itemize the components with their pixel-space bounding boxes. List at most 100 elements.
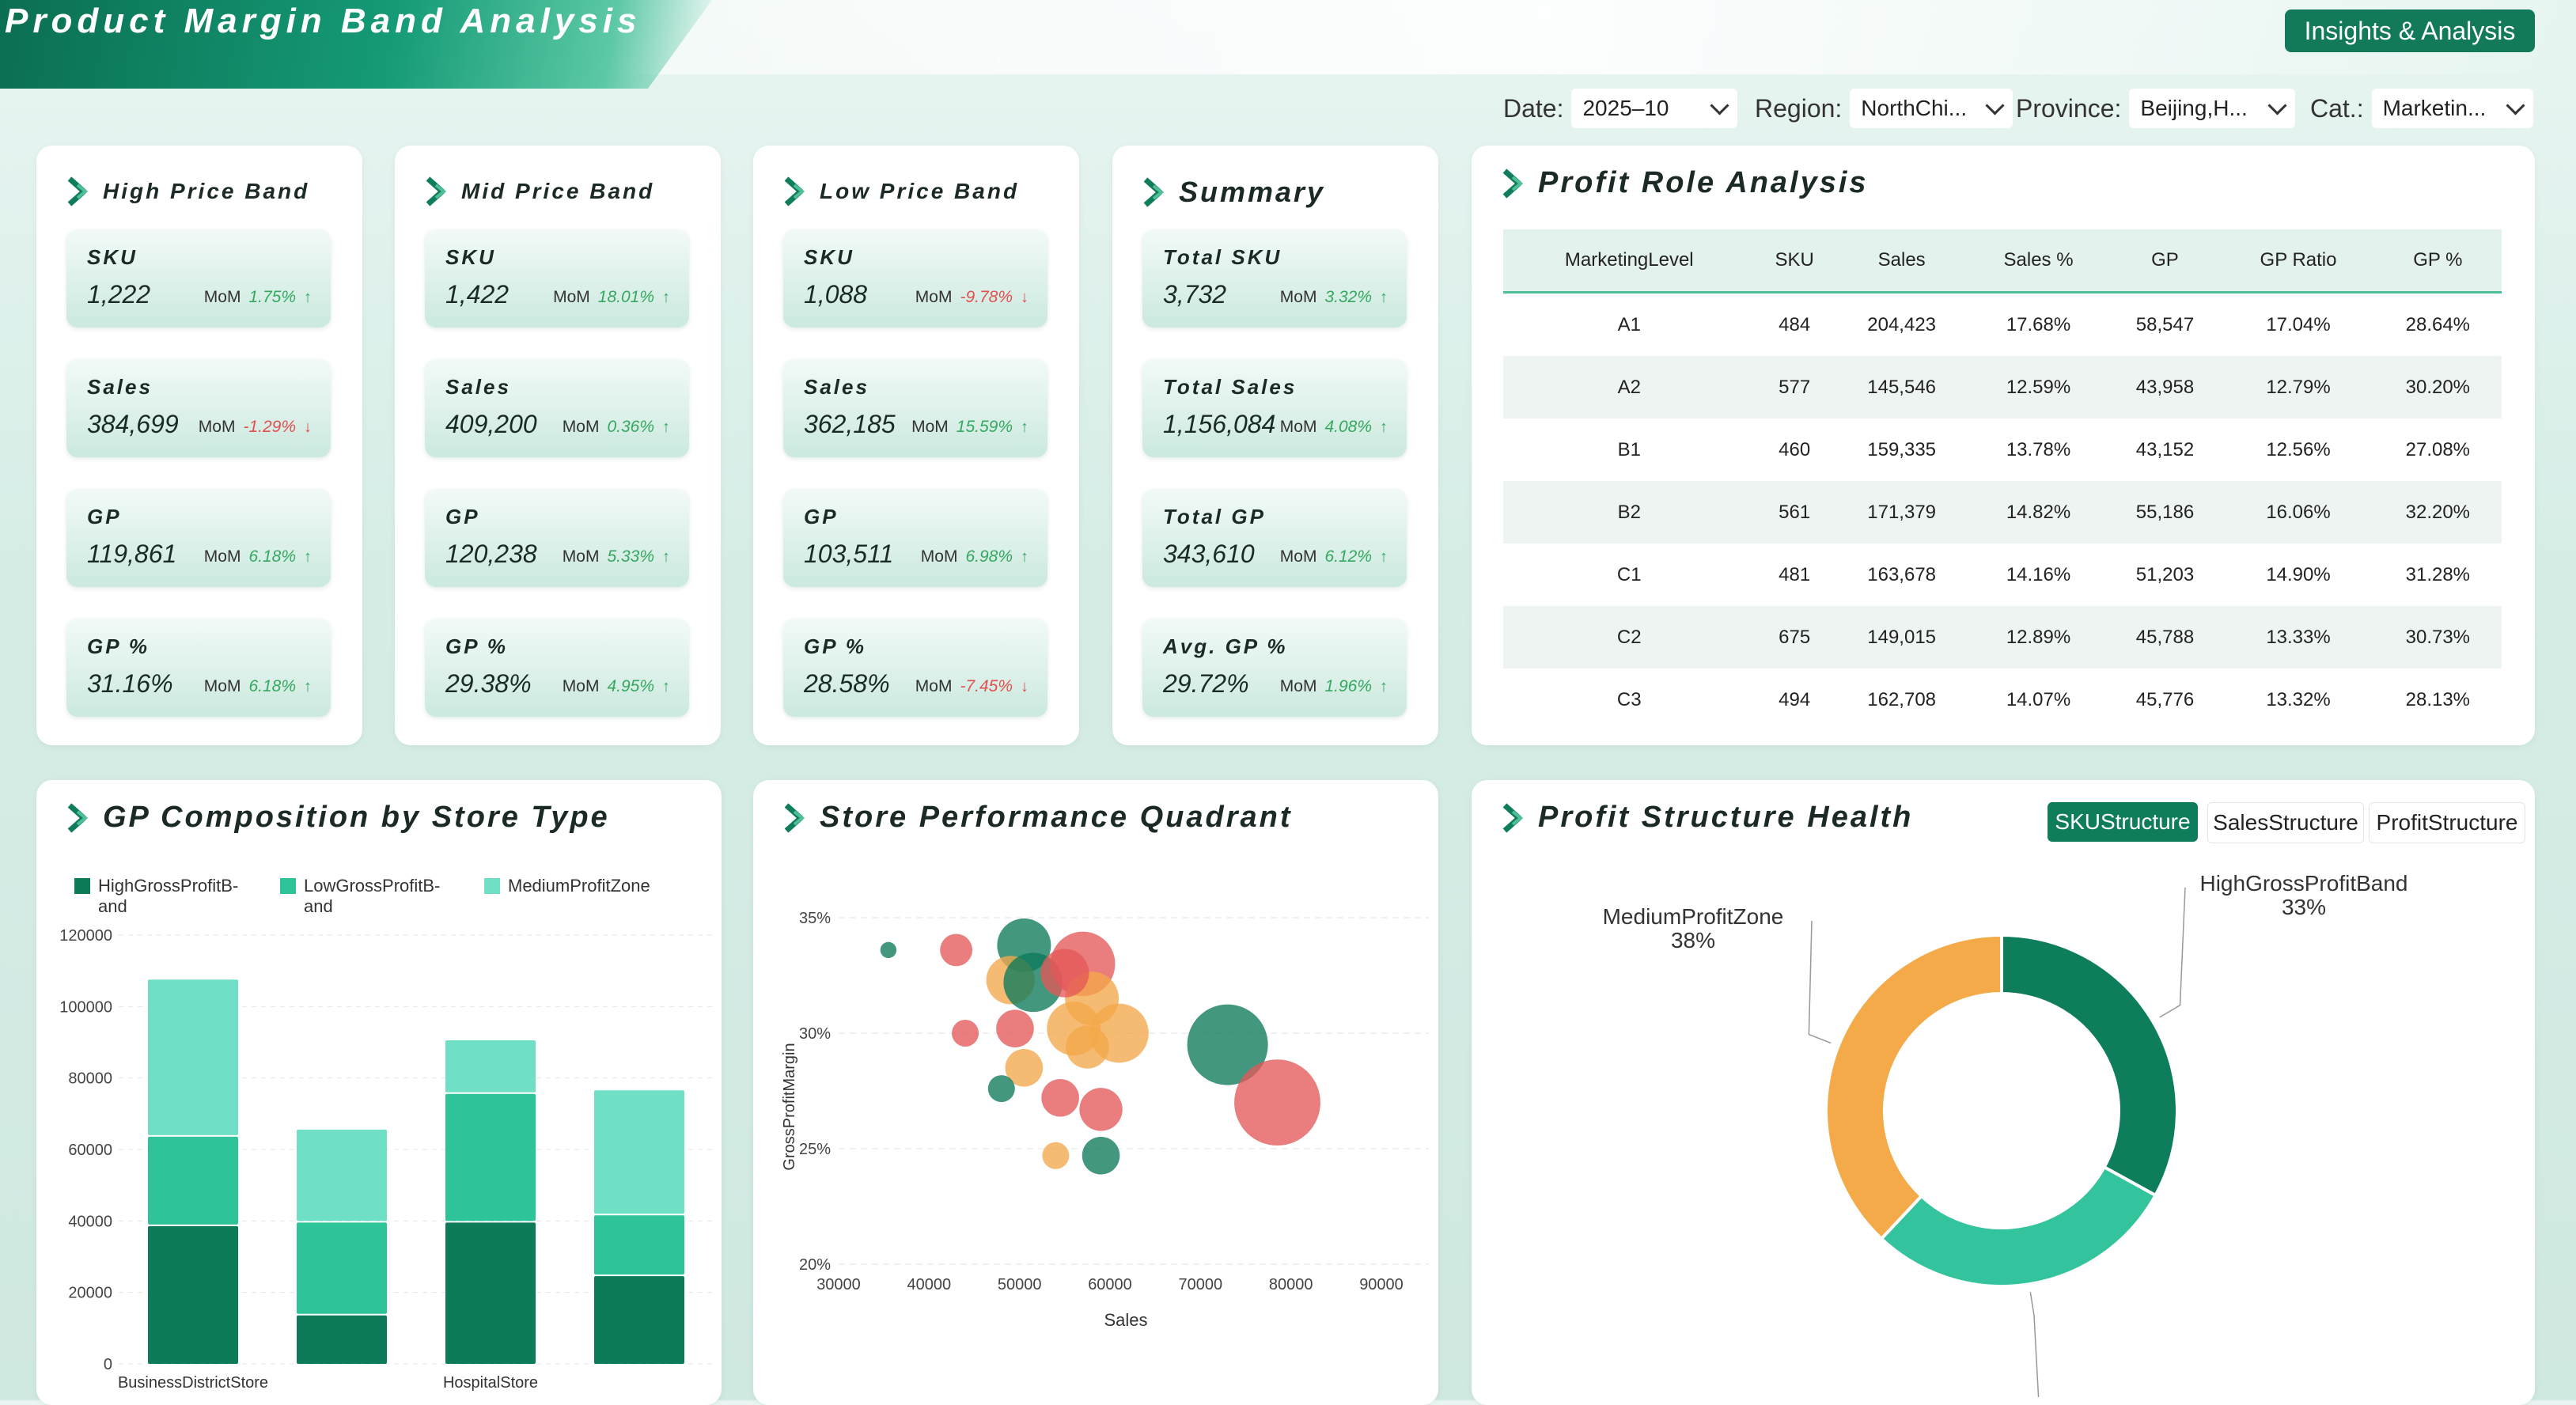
metric-card: Total Sales 1,156,084 MoM 4.08% ↑ — [1142, 359, 1407, 457]
table-cell: A2 — [1503, 356, 1756, 418]
metric-label: GP % — [87, 634, 150, 658]
table-cell: 14.90% — [2266, 563, 2331, 585]
bubble-point — [1082, 1136, 1120, 1175]
mom-value: 1.96% — [1324, 677, 1372, 695]
province-select-value: Beijing,H... — [2140, 96, 2248, 120]
column-header: GP Ratio — [2222, 229, 2374, 293]
metric-card: Sales 384,699 MoM -1.29% ↓ — [66, 359, 331, 457]
metric-mom: MoM 6.12% ↑ — [1280, 547, 1388, 566]
category-filter-label: Cat.: — [2310, 93, 2364, 123]
metric-card: Total SKU 3,732 MoM 3.32% ↑ — [1142, 229, 1407, 328]
profit-structure-donut: HighGrossProfitBand33%LowGrossProfitBand… — [1603, 871, 2408, 1397]
metric-card: GP 119,861 MoM 6.18% ↑ — [66, 489, 331, 587]
date-select-value: 2025–10 — [1582, 96, 1669, 120]
x-axis-label: Sales — [1104, 1310, 1147, 1330]
slice-name-label: HighGrossProfitBand — [2199, 871, 2407, 896]
tab-profit-structure[interactable]: ProfitStructure — [2369, 802, 2525, 843]
mom-label: MoM — [1279, 288, 1317, 306]
table-row: C1 481 163,678 14.16% 51,203 14.90% 31.28% — [1503, 543, 2502, 606]
header-banner — [0, 0, 712, 89]
bubble-point — [1042, 1142, 1070, 1169]
table-cell: 51,203 — [2135, 563, 2195, 585]
mom-value: 0.36% — [607, 418, 654, 436]
mom-label: MoM — [1279, 418, 1317, 436]
legend-label-continued: and — [304, 896, 333, 916]
store-quadrant-title: Store Performance Quadrant — [782, 801, 1292, 835]
table-cell: C3 — [1616, 688, 1642, 710]
y-tick-label: 20000 — [68, 1285, 112, 1302]
table-cell: 12.56% — [2266, 438, 2331, 460]
store-quadrant-title-text: Store Performance Quadrant — [820, 801, 1293, 834]
mom-label: MoM — [198, 418, 236, 436]
metric-value: 1,222 — [87, 280, 151, 309]
table-cell: 481 — [1779, 563, 1811, 585]
region-filter-label: Region: — [1755, 93, 1843, 123]
metric-value: 29.72% — [1163, 669, 1249, 698]
bar-segment — [148, 1225, 238, 1364]
table-cell: 149,015 — [1833, 606, 1970, 668]
table-cell: 14.16% — [2006, 563, 2071, 585]
table-cell: 675 — [1755, 606, 1834, 668]
y-tick-label: 120000 — [59, 927, 112, 945]
chevron-down-icon — [2267, 95, 2287, 116]
band-title: Summary — [1141, 176, 1325, 209]
metric-value: 409,200 — [445, 410, 537, 438]
mom-label: MoM — [203, 677, 241, 695]
arrow-up-icon: ↑ — [662, 547, 670, 566]
profit-role-table: MarketingLevel SKU Sales Sales % GP GP Ratio G… — [1503, 229, 2502, 731]
metric-label: Total SKU — [1163, 245, 1282, 269]
bubble-point — [1187, 1004, 1268, 1085]
table-row: B2 561 171,379 14.82% 55,186 16.06% 32.20% — [1503, 481, 2502, 543]
mom-value: 18.01% — [597, 288, 654, 306]
table-cell: 55,186 — [2107, 481, 2223, 543]
y-tick-label: 60000 — [68, 1142, 112, 1159]
metric-mom: MoM 0.36% ↑ — [563, 418, 670, 437]
y-tick-label: 40000 — [68, 1213, 112, 1230]
arrow-up-icon: ↑ — [1380, 418, 1388, 436]
mid-price-band-panel: Mid Price Band SKU 1,422 MoM 18.01% ↑ Sales 409… — [395, 146, 721, 745]
arrow-down-icon: ↓ — [304, 418, 312, 436]
metric-card: Sales 409,200 MoM 0.36% ↑ — [425, 359, 689, 457]
table-cell: 13.78% — [2006, 438, 2071, 460]
column-header: SKU — [1755, 229, 1834, 293]
mom-value: -9.78% — [960, 288, 1013, 306]
mom-value: 5.33% — [607, 547, 654, 566]
insights-analysis-button[interactable]: Insights & Analysis — [2285, 9, 2535, 52]
chevron-right-icon — [1502, 802, 1524, 833]
metric-value: 1,156,084 — [1163, 410, 1276, 438]
category-filter: Cat.: Marketin... — [2310, 87, 2533, 130]
table-cell: 43,958 — [2107, 356, 2223, 418]
tab-sku-structure[interactable]: SKUStructure — [2048, 802, 2198, 842]
metric-mom: MoM 15.59% ↑ — [911, 418, 1029, 437]
metric-label: SKU — [445, 245, 496, 269]
column-header: Sales — [1833, 229, 1970, 293]
legend-label-continued: and — [98, 896, 127, 916]
province-select[interactable]: Beijing,H... — [2129, 89, 2296, 128]
table-cell: C1 — [1616, 563, 1642, 585]
metric-mom: MoM 1.75% ↑ — [204, 288, 312, 307]
date-filter: Date: 2025–10 — [1503, 87, 1738, 130]
chevron-right-icon — [1143, 177, 1165, 207]
region-select[interactable]: NorthChi... — [1850, 89, 2013, 128]
mom-value: 1.75% — [248, 288, 296, 306]
metric-mom: MoM 4.95% ↑ — [563, 677, 670, 696]
leader-line — [1808, 920, 1832, 1044]
band-title: Mid Price Band — [423, 176, 654, 207]
metric-value: 384,699 — [87, 410, 179, 438]
chevron-down-icon — [2506, 95, 2525, 116]
mom-label: MoM — [553, 288, 590, 306]
table-cell: 12.59% — [1969, 356, 2108, 418]
date-select[interactable]: 2025–10 — [1571, 89, 1738, 128]
bar-segment — [148, 979, 238, 1135]
bar-segment — [297, 1222, 387, 1314]
bubble-point — [1079, 1088, 1123, 1131]
column-header: Sales % — [1969, 229, 2108, 293]
table-row: A2 577 145,546 12.59% 43,958 12.79% 30.20% — [1503, 356, 2502, 418]
table-cell: 14.07% — [2006, 688, 2071, 710]
mom-value: 6.18% — [248, 547, 296, 566]
category-select[interactable]: Marketin... — [2371, 89, 2533, 128]
x-tick-label: 60000 — [1088, 1276, 1132, 1293]
metric-value: 120,238 — [445, 540, 537, 568]
tab-sales-structure[interactable]: SalesStructure — [2207, 802, 2364, 843]
bubble-point — [1005, 1049, 1044, 1087]
